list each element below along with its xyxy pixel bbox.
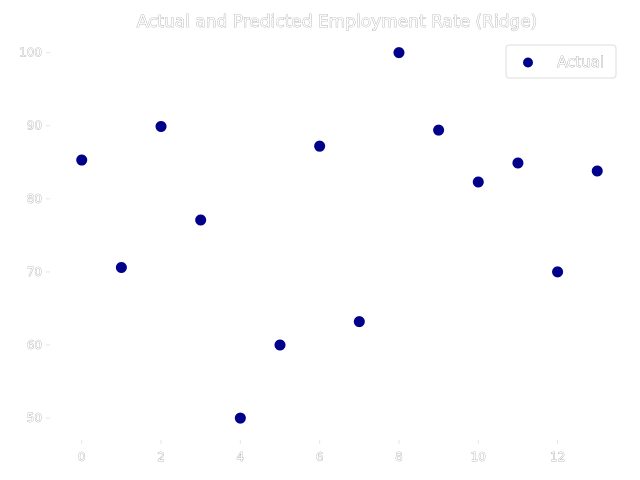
data-point [393, 47, 405, 59]
x-tick-label: 0 [78, 450, 86, 464]
y-tick-label: 90 [27, 119, 42, 133]
y-tick-label: 100 [19, 46, 42, 60]
y-tick-label: 60 [27, 338, 42, 352]
data-point [155, 120, 167, 132]
x-tick-label: 10 [471, 450, 486, 464]
legend-box [505, 44, 617, 79]
data-points [76, 47, 603, 424]
legend-marker-actual [523, 57, 533, 68]
legend: Actual [505, 44, 617, 79]
data-point [591, 165, 603, 177]
y-tick-label: 50 [27, 411, 42, 425]
data-point [195, 214, 207, 226]
data-point [353, 316, 365, 328]
data-point [472, 176, 484, 188]
chart-title: Actual and Predicted Employment Rate (Ri… [137, 12, 538, 32]
data-point [115, 262, 127, 274]
axes: 50 60 70 80 90 100 0 2 4 6 8 10 12 [19, 45, 566, 464]
data-point [433, 124, 445, 136]
data-point [274, 339, 286, 351]
data-point [76, 154, 88, 166]
data-point [234, 412, 246, 424]
x-tick-label: 6 [316, 450, 324, 464]
data-point [314, 140, 326, 152]
x-tick-label: 8 [395, 450, 403, 464]
data-point [512, 157, 524, 169]
x-tick-label: 12 [550, 450, 565, 464]
data-point [552, 266, 564, 278]
x-tick-label: 4 [237, 450, 245, 464]
y-tick-label: 70 [27, 265, 42, 279]
y-tick-label: 80 [27, 192, 42, 206]
legend-label-actual: Actual [557, 53, 604, 71]
x-tick-label: 2 [157, 450, 165, 464]
